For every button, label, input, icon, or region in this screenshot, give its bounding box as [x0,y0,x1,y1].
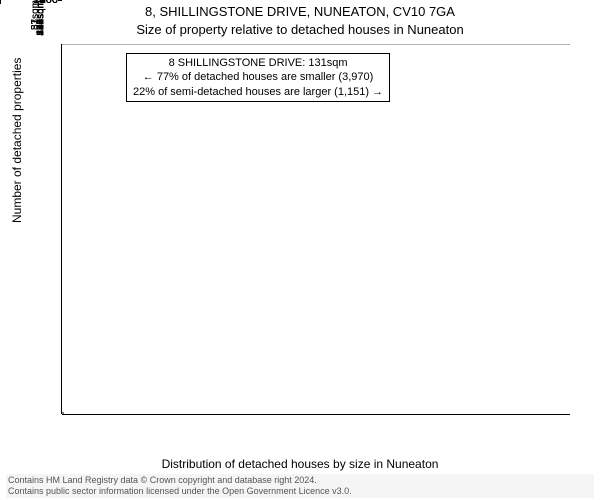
annotation-box: 8 SHILLINGSTONE DRIVE: 131sqm ← 77% of d… [126,53,390,102]
annotation-line-3: 22% of semi-detached houses are larger (… [133,85,383,99]
y-axis-line [61,44,62,414]
x-axis-label: Distribution of detached houses by size … [0,457,600,471]
x-tick-mark [0,0,1,4]
annotation-line-1: 8 SHILLINGSTONE DRIVE: 131sqm [133,56,383,70]
annotation-line-2: ← 77% of detached houses are smaller (3,… [133,70,383,84]
chart-title: 8, SHILLINGSTONE DRIVE, NUNEATON, CV10 7… [0,4,600,19]
chart-subtitle: Size of property relative to detached ho… [0,22,600,37]
x-axis-line [62,414,570,415]
x-tick-label: 555sqm [36,0,47,36]
chart-footer: Contains HM Land Registry data © Crown c… [6,474,594,498]
footer-line-1: Contains HM Land Registry data © Crown c… [8,475,592,486]
y-tick-mark [58,0,62,1]
chart-container: 8, SHILLINGSTONE DRIVE, NUNEATON, CV10 7… [0,0,600,500]
y-axis-label: Number of detached properties [10,58,24,223]
footer-line-2: Contains public sector information licen… [8,486,592,497]
